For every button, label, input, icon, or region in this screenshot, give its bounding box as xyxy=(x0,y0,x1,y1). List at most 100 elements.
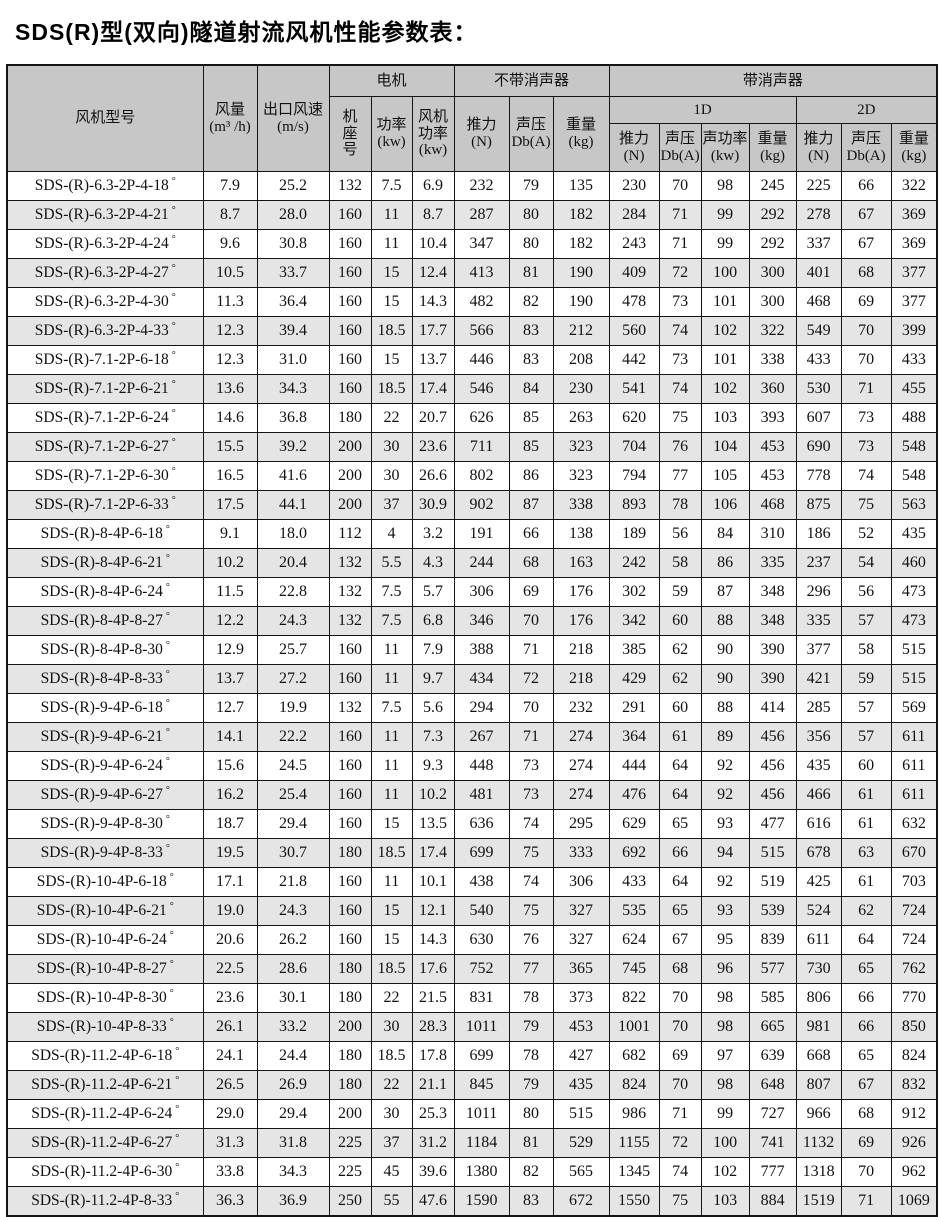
cell-airflow: 26.5 xyxy=(202,1070,258,1100)
fan-model-text: SDS-(R)-6.3-2P-4-18 xyxy=(34,177,169,195)
cell-fan-power: 25.3 xyxy=(411,1099,455,1129)
cell-2d-weight: 912 xyxy=(890,1099,938,1129)
table-row: SDS-(R)-8-4P-8-27 ° 12.2 24.3 132 7.5 6.8 346 70… xyxy=(6,606,938,636)
cell-1d-sound-pressure: 70 xyxy=(658,1012,702,1042)
cell-ns-weight: 327 xyxy=(552,896,610,926)
cell-2d-thrust: 981 xyxy=(795,1012,842,1042)
cell-2d-thrust: 421 xyxy=(795,664,842,694)
cell-model: SDS-(R)-8-4P-6-24 ° xyxy=(6,577,204,607)
cell-ns-thrust: 699 xyxy=(453,1041,510,1071)
cell-fan-power: 17.4 xyxy=(411,838,455,868)
cell-2d-thrust: 611 xyxy=(795,925,842,955)
degree-symbol: ° xyxy=(171,263,176,275)
cell-outlet-speed: 34.3 xyxy=(256,374,330,404)
degree-symbol: ° xyxy=(175,1191,180,1203)
cell-frame: 160 xyxy=(328,722,372,752)
table-row: SDS-(R)-7.1-2P-6-18 ° 12.3 31.0 160 15 13.7 446… xyxy=(6,345,938,375)
cell-2d-thrust: 278 xyxy=(795,200,842,230)
cell-outlet-speed: 29.4 xyxy=(256,809,330,839)
cell-motor-power: 11 xyxy=(370,751,413,781)
cell-frame: 250 xyxy=(328,1186,372,1217)
cell-model: SDS-(R)-8-4P-6-21 ° xyxy=(6,548,204,578)
cell-1d-sound-power: 98 xyxy=(700,171,750,201)
cell-2d-sound-pressure: 57 xyxy=(840,693,892,723)
cell-1d-sound-power: 102 xyxy=(700,374,750,404)
cell-2d-weight: 611 xyxy=(890,751,938,781)
cell-fan-power: 14.3 xyxy=(411,287,455,317)
cell-ns-sound-pressure: 83 xyxy=(508,316,554,346)
cell-2d-thrust: 356 xyxy=(795,722,842,752)
cell-model: SDS-(R)-9-4P-6-24 ° xyxy=(6,751,204,781)
cell-airflow: 9.1 xyxy=(202,519,258,549)
cell-model: SDS-(R)-9-4P-6-21 ° xyxy=(6,722,204,752)
cell-2d-sound-pressure: 70 xyxy=(840,345,892,375)
cell-1d-sound-power: 89 xyxy=(700,722,750,752)
degree-symbol: ° xyxy=(175,1104,180,1116)
cell-airflow: 13.7 xyxy=(202,664,258,694)
cell-ns-sound-pressure: 84 xyxy=(508,374,554,404)
cell-2d-sound-pressure: 61 xyxy=(840,809,892,839)
cell-1d-weight: 777 xyxy=(748,1157,797,1187)
cell-2d-sound-pressure: 65 xyxy=(840,954,892,984)
cell-airflow: 10.2 xyxy=(202,548,258,578)
cell-ns-thrust: 1590 xyxy=(453,1186,510,1217)
cell-1d-weight: 453 xyxy=(748,432,797,462)
cell-1d-sound-pressure: 69 xyxy=(658,1041,702,1071)
cell-2d-sound-pressure: 59 xyxy=(840,664,892,694)
cell-frame: 160 xyxy=(328,809,372,839)
table-row: SDS-(R)-6.3-2P-4-27 ° 10.5 33.7 160 15 12.4 413… xyxy=(6,258,938,288)
cell-ns-sound-pressure: 73 xyxy=(508,751,554,781)
cell-frame: 225 xyxy=(328,1128,372,1158)
cell-1d-sound-pressure: 64 xyxy=(658,867,702,897)
cell-motor-power: 7.5 xyxy=(370,171,413,201)
cell-model: SDS-(R)-7.1-2P-6-24 ° xyxy=(6,403,204,433)
cell-frame: 160 xyxy=(328,751,372,781)
cell-outlet-speed: 28.0 xyxy=(256,200,330,230)
cell-2d-thrust: 186 xyxy=(795,519,842,549)
cell-ns-sound-pressure: 77 xyxy=(508,954,554,984)
table-row: SDS-(R)-6.3-2P-4-24 ° 9.6 30.8 160 11 10.4 347 8… xyxy=(6,229,938,259)
table-row: SDS-(R)-10-4P-6-21 ° 19.0 24.3 160 15 12.1 540 7… xyxy=(6,896,938,926)
cell-ns-sound-pressure: 70 xyxy=(508,606,554,636)
cell-1d-weight: 348 xyxy=(748,577,797,607)
cell-1d-sound-pressure: 70 xyxy=(658,1070,702,1100)
cell-ns-weight: 333 xyxy=(552,838,610,868)
cell-ns-weight: 515 xyxy=(552,1099,610,1129)
cell-ns-weight: 232 xyxy=(552,693,610,723)
cell-1d-sound-power: 102 xyxy=(700,1157,750,1187)
cell-ns-thrust: 831 xyxy=(453,983,510,1013)
cell-1d-sound-power: 92 xyxy=(700,751,750,781)
group-header-2d: 2D xyxy=(795,96,938,124)
cell-ns-weight: 274 xyxy=(552,780,610,810)
table-row: SDS-(R)-11.2-4P-8-33 ° 36.3 36.9 250 55 47.6 15… xyxy=(6,1186,938,1217)
cell-model: SDS-(R)-10-4P-6-21 ° xyxy=(6,896,204,926)
table-row: SDS-(R)-9-4P-6-24 ° 15.6 24.5 160 11 9.3 448 73 2… xyxy=(6,751,938,781)
table-row: SDS-(R)-10-4P-6-24 ° 20.6 26.2 160 15 14.3 630 7… xyxy=(6,925,938,955)
cell-1d-weight: 300 xyxy=(748,287,797,317)
cell-1d-sound-power: 100 xyxy=(700,1128,750,1158)
cell-2d-weight: 569 xyxy=(890,693,938,723)
cell-1d-sound-power: 100 xyxy=(700,258,750,288)
cell-1d-sound-pressure: 78 xyxy=(658,490,702,520)
cell-ns-sound-pressure: 82 xyxy=(508,1157,554,1187)
fan-model-text: SDS-(R)-10-4P-6-18 xyxy=(36,873,167,891)
cell-outlet-speed: 34.3 xyxy=(256,1157,330,1187)
cell-ns-thrust: 802 xyxy=(453,461,510,491)
cell-1d-thrust: 230 xyxy=(608,171,660,201)
cell-2d-thrust: 549 xyxy=(795,316,842,346)
cell-2d-sound-pressure: 73 xyxy=(840,403,892,433)
cell-ns-sound-pressure: 81 xyxy=(508,1128,554,1158)
cell-2d-sound-pressure: 54 xyxy=(840,548,892,578)
cell-2d-thrust: 678 xyxy=(795,838,842,868)
fan-model-text: SDS-(R)-9-4P-6-24 xyxy=(40,757,163,775)
cell-2d-thrust: 433 xyxy=(795,345,842,375)
page-title: SDS(R)型(双向)隧道射流风机性能参数表： xyxy=(15,19,478,45)
cell-ns-thrust: 267 xyxy=(453,722,510,752)
fan-model-text: SDS-(R)-9-4P-6-18 xyxy=(40,699,163,717)
cell-2d-sound-pressure: 61 xyxy=(840,780,892,810)
cell-ns-thrust: 845 xyxy=(453,1070,510,1100)
cell-airflow: 12.3 xyxy=(202,316,258,346)
cell-2d-weight: 473 xyxy=(890,577,938,607)
cell-outlet-speed: 19.9 xyxy=(256,693,330,723)
cell-ns-weight: 295 xyxy=(552,809,610,839)
